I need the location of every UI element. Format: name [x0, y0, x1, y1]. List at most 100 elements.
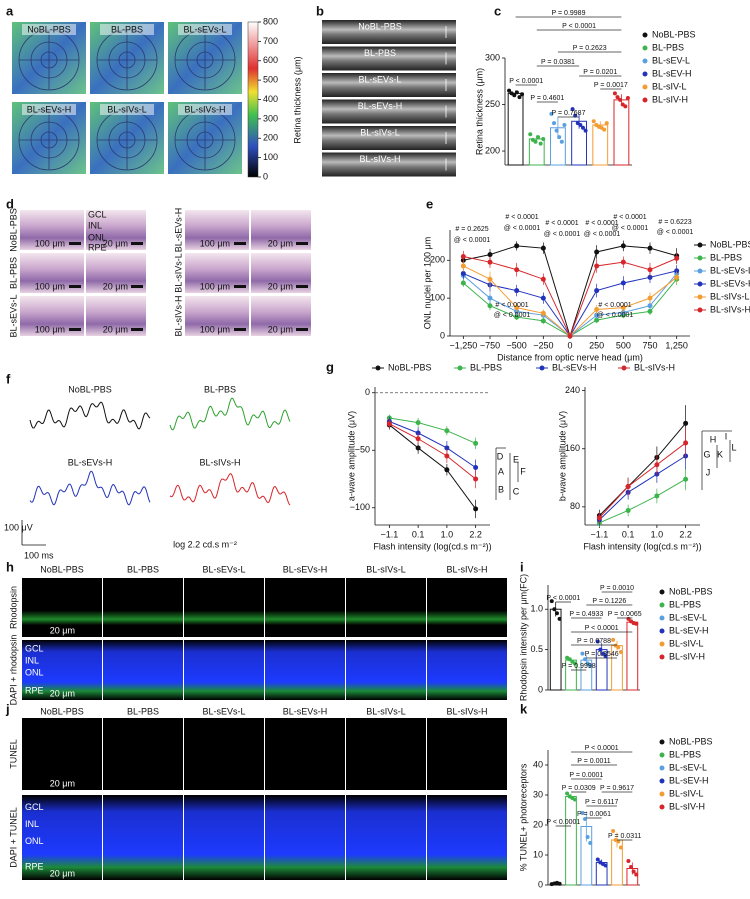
y-tick-label: 0	[440, 330, 445, 340]
annotation: @ < 0.0001	[494, 312, 531, 319]
legend-label: BL-sEV-H	[669, 625, 709, 635]
data-point	[585, 835, 590, 839]
bar	[613, 99, 630, 166]
y-tick-label: 250	[485, 99, 500, 109]
legend-label: BL-sIVs-L	[710, 291, 750, 301]
scale-bar	[69, 285, 81, 288]
data-point	[557, 616, 562, 621]
image-label: NoBL-PBS	[358, 21, 402, 31]
annotation: # = 0.6223	[658, 219, 691, 226]
data-point	[604, 121, 609, 126]
scale-bar	[296, 285, 308, 288]
colorbar-tick-label: 600	[263, 55, 278, 65]
scale-bar	[234, 242, 246, 245]
data-point	[572, 661, 577, 666]
legend-label: NoBL-PBS	[652, 29, 696, 39]
data-point	[594, 312, 600, 318]
x-tick-label: −1.1	[380, 529, 398, 539]
column-label: BL-sEVs-L	[202, 706, 245, 716]
scale-bar-label: 20 μm	[268, 238, 293, 248]
annotation: P < 0.0001	[546, 819, 580, 826]
data-point	[487, 295, 493, 301]
colorbar-tick-label: 0	[263, 171, 268, 181]
annotation: G	[703, 449, 710, 459]
y-tick-label: 40	[533, 759, 543, 769]
data-point	[631, 869, 636, 874]
row-label: Rhodopsin	[8, 586, 18, 629]
panel-label: c	[494, 3, 501, 18]
y-tick-label: 0	[538, 684, 543, 694]
legend-label: BL-sIV-L	[669, 638, 704, 648]
annotation: P = 0.0010	[600, 585, 634, 592]
data-point	[683, 420, 689, 426]
label-bg	[178, 24, 232, 35]
annotation: B	[498, 484, 504, 494]
legend-label: BL-sEV-H	[652, 68, 692, 78]
annotation: P < 0.0001	[509, 78, 543, 85]
data-point	[444, 428, 450, 434]
layer-label: ONL	[88, 232, 107, 242]
axis-label: a-wave amplitude (μV)	[346, 411, 356, 501]
legend-label: BL-sEVs-H	[552, 362, 597, 372]
micro-image	[427, 795, 507, 880]
scale-bar-label: 20 μm	[50, 778, 75, 788]
data-point	[674, 274, 680, 280]
row-label: DAPI + TUNEL	[8, 807, 18, 868]
legend-marker	[697, 307, 703, 313]
data-point	[598, 647, 603, 652]
data-point	[444, 467, 450, 473]
erg-trace	[29, 470, 151, 506]
series-line	[389, 423, 476, 480]
annotation: # < 0.0001	[613, 214, 646, 221]
legend-label: BL-PBS	[710, 252, 742, 262]
annotation: @ < 0.0001	[584, 231, 621, 238]
data-point	[647, 245, 653, 251]
data-point	[683, 440, 689, 446]
data-point	[594, 288, 600, 294]
data-point	[520, 92, 525, 97]
scale-bar-label: 20 μm	[103, 324, 128, 334]
x-tick-label: 500	[616, 340, 631, 350]
annotation: P = 0.0061	[577, 811, 611, 818]
data-point	[487, 252, 493, 258]
data-point	[540, 245, 546, 251]
data-point	[583, 817, 588, 821]
data-point	[626, 859, 631, 863]
oct-image	[322, 126, 456, 150]
annotation: P = 0.4601	[530, 95, 564, 102]
data-point	[514, 288, 520, 294]
data-point	[554, 611, 559, 616]
legend-marker	[659, 791, 665, 797]
data-point	[615, 95, 620, 100]
scale-bar	[234, 285, 246, 288]
column-label: BL-sEVs-H	[283, 706, 328, 716]
annotation: J	[706, 467, 711, 477]
legend-label: NoBL-PBS	[710, 239, 750, 249]
image-label: BL-sIVs-L	[360, 127, 400, 137]
data-point	[683, 476, 689, 482]
series-line	[599, 442, 686, 519]
data-point	[594, 307, 600, 312]
data-point	[507, 88, 512, 93]
label-bg	[22, 24, 76, 35]
column-label: BL-sIVs-H	[446, 706, 487, 716]
data-point	[540, 310, 546, 316]
row-label: TUNEL	[8, 739, 18, 769]
series-line	[389, 421, 476, 468]
data-point	[588, 841, 593, 845]
data-point	[554, 128, 559, 133]
axis-label: Rhodopsin intensity per μm(FC)	[518, 574, 528, 701]
legend-label: BL-sEV-L	[652, 55, 690, 65]
caption: log 2.2 cd.s m⁻²	[173, 539, 237, 549]
panel-label: d	[6, 196, 14, 211]
x-tick-label: 2.2	[469, 529, 482, 539]
legend-label: BL-sIVs-H	[710, 304, 750, 314]
data-point	[460, 280, 466, 286]
x-tick-label: −750	[480, 340, 500, 350]
row-label: NoBL-PBS	[8, 208, 18, 252]
y-tick-label: 240	[565, 385, 580, 395]
data-point	[517, 95, 522, 100]
annotation: @ < 0.0001	[597, 312, 634, 319]
micro-image	[427, 578, 507, 637]
micro-image	[346, 640, 426, 700]
